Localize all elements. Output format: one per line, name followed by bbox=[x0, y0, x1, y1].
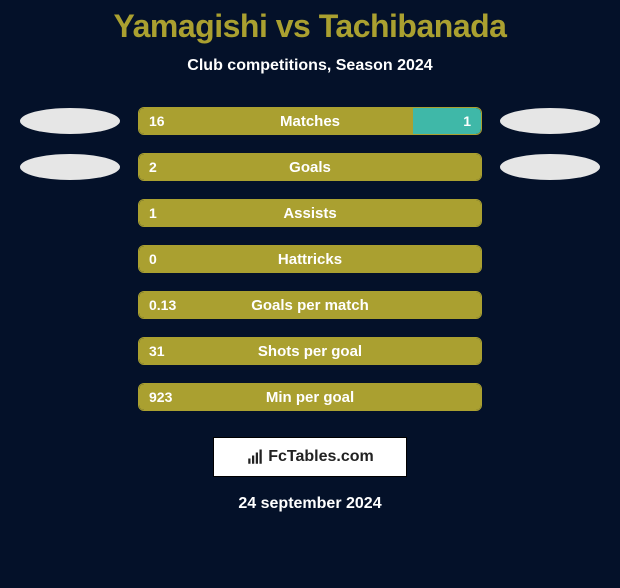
date-text: 24 september 2024 bbox=[0, 495, 620, 513]
comparison-rows: 161Matches 2Goals 1Assists 0Hattricks 0.13Go… bbox=[0, 107, 620, 411]
stat-bar: 0Hattricks bbox=[138, 245, 482, 273]
player-left-marker bbox=[20, 108, 120, 134]
stat-bar: 1Assists bbox=[138, 199, 482, 227]
player-left-marker bbox=[20, 154, 120, 180]
chart-icon bbox=[246, 448, 264, 466]
stat-row: 31Shots per goal bbox=[0, 337, 620, 365]
stat-row: 0.13Goals per match bbox=[0, 291, 620, 319]
stat-bar: 923Min per goal bbox=[138, 383, 482, 411]
stat-bar: 31Shots per goal bbox=[138, 337, 482, 365]
stat-bar: 2Goals bbox=[138, 153, 482, 181]
page-title: Yamagishi vs Tachibanada bbox=[0, 8, 620, 45]
stat-bar: 161Matches bbox=[138, 107, 482, 135]
stat-row: 923Min per goal bbox=[0, 383, 620, 411]
stat-row: 2Goals bbox=[0, 153, 620, 181]
stat-row: 1Assists bbox=[0, 199, 620, 227]
stat-row: 0Hattricks bbox=[0, 245, 620, 273]
subtitle: Club competitions, Season 2024 bbox=[0, 57, 620, 75]
player-right-marker bbox=[500, 108, 600, 134]
stat-label: Goals per match bbox=[139, 297, 481, 314]
stat-bar: 0.13Goals per match bbox=[138, 291, 482, 319]
stat-label: Shots per goal bbox=[139, 343, 481, 360]
stat-label: Matches bbox=[139, 113, 481, 130]
brand-text: FcTables.com bbox=[268, 448, 374, 466]
stat-row: 161Matches bbox=[0, 107, 620, 135]
stat-label: Min per goal bbox=[139, 389, 481, 406]
stat-label: Goals bbox=[139, 159, 481, 176]
stat-label: Assists bbox=[139, 205, 481, 222]
player-right-marker bbox=[500, 154, 600, 180]
stat-label: Hattricks bbox=[139, 251, 481, 268]
brand-badge: FcTables.com bbox=[213, 437, 407, 477]
